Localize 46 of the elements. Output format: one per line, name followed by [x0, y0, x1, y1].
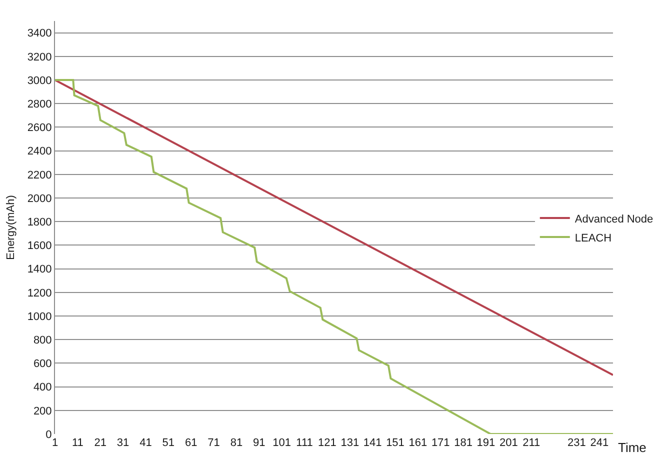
y-tick-label: 400	[33, 382, 52, 394]
y-tick-label: 1400	[27, 264, 52, 276]
x-tick-label: 61	[184, 437, 198, 449]
x-tick-label: 151	[386, 437, 404, 449]
x-tick-label: 1	[52, 437, 58, 449]
x-tick-label: 11	[72, 437, 84, 449]
x-tick-label: 171	[431, 437, 450, 449]
y-axis-title: Energy(mAh)	[4, 195, 17, 260]
x-tick-label: 111	[296, 437, 313, 449]
legend-label: Advanced Node	[574, 213, 654, 226]
y-tick-label: 1200	[27, 287, 52, 300]
x-tick-label: 241	[590, 437, 609, 449]
x-tick-label: 91	[253, 437, 266, 449]
x-tick-label: 121	[318, 437, 336, 449]
x-tick-label: 81	[230, 437, 243, 449]
x-tick-label: 201	[499, 437, 518, 449]
x-axis-title: Time	[618, 440, 646, 455]
y-tick-label: 1800	[27, 216, 52, 228]
x-tick-label: 191	[476, 437, 496, 449]
y-tick-label: 3200	[27, 51, 52, 64]
y-tick-label: 2200	[27, 169, 52, 182]
y-tick-label: 1600	[27, 240, 52, 252]
x-tick-label: 31	[116, 437, 130, 449]
x-tick-label: 21	[94, 437, 106, 449]
y-tick-label: 2400	[27, 146, 52, 158]
y-tick-label: 2600	[27, 122, 52, 134]
x-tick-label: 231	[568, 437, 586, 449]
y-tick-label: 0	[46, 428, 52, 441]
y-tick-label: 1000	[27, 310, 52, 323]
legend-label: LEACH	[574, 232, 612, 244]
x-tick-label: 41	[140, 437, 152, 449]
y-tick-label: 2800	[27, 98, 52, 110]
y-tick-label: 3000	[27, 74, 52, 87]
x-tick-label: 131	[340, 437, 360, 449]
x-tick-label: 181	[454, 437, 472, 449]
x-tick-label: 141	[363, 437, 382, 449]
y-tick-label: 2000	[27, 192, 52, 205]
x-tick-label: 161	[408, 437, 428, 449]
x-tick-label: 51	[162, 437, 175, 449]
x-tick-label: 101	[272, 437, 292, 449]
y-tick-label: 600	[33, 358, 52, 370]
x-tick-label: 71	[208, 437, 220, 449]
y-tick-label: 200	[33, 405, 52, 418]
y-tick-label: 800	[33, 334, 52, 346]
x-tick-label: 211	[522, 437, 540, 449]
y-tick-label: 3400	[27, 28, 52, 40]
